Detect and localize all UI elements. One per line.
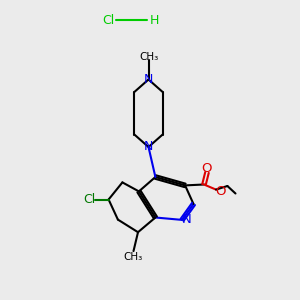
Text: N: N (144, 73, 153, 86)
Text: H: H (150, 14, 159, 27)
Text: CH₃: CH₃ (124, 252, 143, 262)
Text: Cl: Cl (102, 14, 114, 27)
Text: CH₃: CH₃ (139, 52, 158, 62)
Text: N: N (182, 213, 191, 226)
Text: N: N (144, 140, 153, 154)
Text: O: O (202, 162, 212, 176)
Text: Cl: Cl (83, 193, 95, 206)
Text: O: O (215, 184, 226, 198)
